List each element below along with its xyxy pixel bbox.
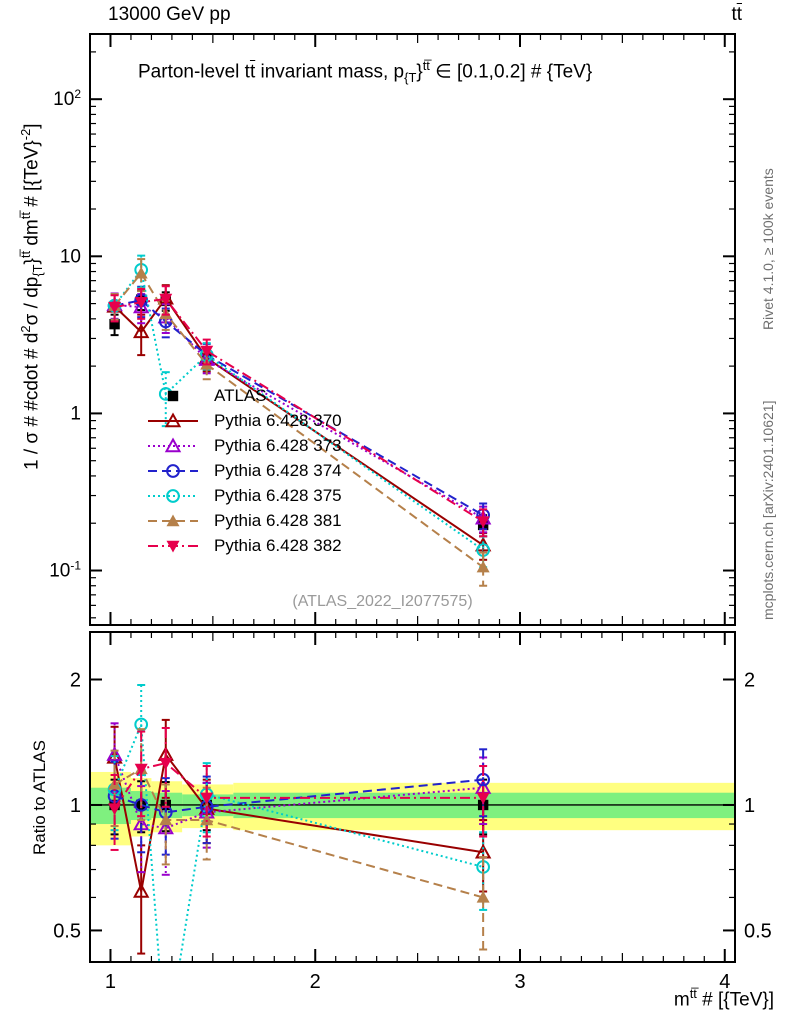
marker-triangle-up-filled [476, 560, 490, 573]
series-pythia-6-428-382 [108, 285, 490, 538]
legend-item-atlas[interactable]: ATLAS [146, 383, 342, 408]
marker-triangle-down-filled [476, 516, 490, 529]
ratio-y-axis-label: Ratio to ATLAS [30, 740, 49, 855]
marker-triangle-up-filled [159, 813, 173, 826]
process-label: tt [731, 4, 742, 25]
x-axis-label: mtt̅ # [{TeV}] [673, 986, 774, 1011]
x-tick-label: 2 [310, 971, 321, 993]
legend-item-pythia-6-428-370[interactable]: Pythia 6.428 370 [146, 408, 342, 433]
rivet-version-label: Rivet 4.1.0, ≥ 100k events [760, 168, 776, 330]
marker-triangle-up-open [132, 882, 150, 898]
main-y-ticks [90, 51, 735, 619]
main-x-ticks [109, 34, 726, 625]
marker-triangle-up-filled [476, 890, 490, 903]
main-panel-frame [89, 33, 736, 626]
series-line [114, 778, 484, 814]
legend-swatch [148, 488, 198, 503]
x-tick-label: 3 [514, 971, 525, 993]
legend-label: Pythia 6.428 374 [214, 460, 342, 480]
marker-triangle-down-filled [134, 297, 148, 309]
marker-triangle-up-filled [200, 813, 214, 826]
legend-swatch [148, 540, 198, 552]
legend-swatch [167, 390, 179, 401]
legend-item-pythia-6-428-381[interactable]: Pythia 6.428 381 [146, 508, 342, 533]
marker-triangle-down-filled [200, 345, 214, 358]
marker-triangle-down-filled [108, 301, 122, 314]
main-y-tick-label: 10 [60, 246, 81, 267]
ratio-y-tick-label: 0.5 [53, 920, 81, 942]
main-series-group [106, 254, 492, 587]
legend-swatch [148, 463, 198, 478]
main-y-tick-label: 102 [53, 87, 81, 110]
legend-item-pythia-6-428-374[interactable]: Pythia 6.428 374 [146, 458, 342, 483]
marker-square [477, 799, 489, 811]
series-line [113, 754, 484, 830]
ratio-y-tick-label-right: 0.5 [744, 920, 772, 942]
x-tick-label: 1 [105, 971, 116, 993]
marker-triangle-down-filled [200, 792, 214, 805]
legend: ATLAS Pythia 6.428 370 Pythia 6.428 373 Pyt… [146, 383, 342, 558]
source-label: mcplots.cern.ch [arXiv:2401.10621] [760, 400, 776, 620]
marker-triangle-up-filled [134, 266, 148, 279]
marker-triangle-down-filled [159, 293, 173, 306]
series-line [114, 297, 484, 523]
ratio-y-tick-label-right: 1 [744, 795, 755, 817]
legend-swatch [148, 436, 198, 452]
ratio-x-ticks [109, 632, 726, 962]
legend-label: Pythia 6.428 373 [214, 435, 342, 455]
main-y-tick-label: 10-1 [49, 559, 81, 582]
legend-swatch [148, 411, 198, 427]
x-tick-label: 4 [719, 971, 730, 993]
ratio-y-tick-label-right: 2 [744, 669, 755, 691]
legend-item-pythia-6-428-373[interactable]: Pythia 6.428 373 [146, 433, 342, 458]
marker-triangle-down-filled [476, 792, 490, 805]
plot-title: Parton-level tt invariant mass, p{T}tt̅ … [138, 58, 593, 86]
legend-label: Pythia 6.428 382 [214, 535, 342, 555]
series-pythia-6-428-382 [108, 726, 490, 851]
marker-triangle-up-open [132, 323, 150, 339]
ratio-series-group [106, 684, 492, 962]
marker-triangle-up-open [106, 746, 123, 761]
ratio-uncertainty-bands [90, 771, 736, 846]
legend-label: Pythia 6.428 375 [214, 485, 342, 505]
legend-item-pythia-6-428-375[interactable]: Pythia 6.428 375 [146, 483, 342, 508]
marker-triangle-down-filled [159, 757, 173, 770]
ratio-panel-frame [89, 631, 736, 963]
marker-square [109, 318, 120, 330]
main-y-axis-label: 1 / σ # #cdot # d2σ / dp{T}tt̅ dmtt̅ # [… [18, 123, 46, 470]
marker-triangle-down-filled [134, 763, 148, 776]
ratio-y-ticks [90, 678, 735, 932]
ratio-y-tick-label: 2 [70, 669, 81, 691]
legend-label: ATLAS [214, 385, 267, 405]
main-y-tick-label: 1 [70, 403, 81, 424]
ratio-y-tick-label: 1 [70, 795, 81, 817]
beam-energy-label: 13000 GeV pp [108, 4, 231, 25]
legend-label: Pythia 6.428 370 [214, 410, 342, 430]
dataset-watermark: (ATLAS_2022_I2077575) [292, 593, 472, 610]
marker-triangle-down-filled [108, 803, 122, 816]
legend-swatch [148, 514, 198, 526]
legend-label: Pythia 6.428 381 [214, 510, 342, 530]
legend-item-pythia-6-428-382[interactable]: Pythia 6.428 382 [146, 533, 342, 558]
series-line [113, 724, 484, 962]
